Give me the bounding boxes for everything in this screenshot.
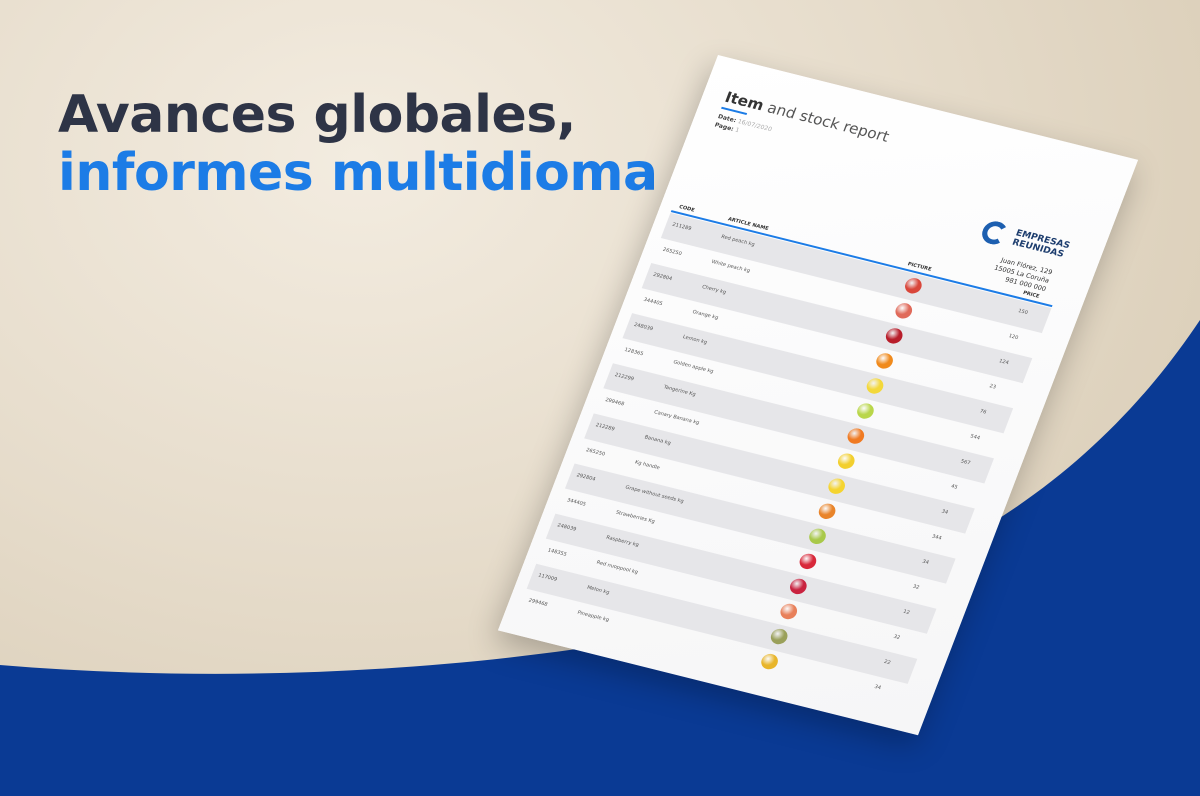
cell-code: 117009	[537, 572, 558, 583]
fruit-picture	[893, 301, 915, 321]
cell-price: 150	[1017, 308, 1029, 317]
report-meta: Date: 16/07/2020 Page: 1	[713, 112, 773, 142]
cell-price: 32	[892, 633, 901, 642]
cell-code: 128365	[623, 347, 645, 358]
fruit-picture	[787, 577, 809, 596]
cell-article: Golden apple kg	[672, 359, 715, 375]
fruit-picture	[845, 426, 867, 446]
cell-article: White peach kg	[710, 259, 751, 275]
cell-price: 45	[950, 483, 959, 491]
cell-article: Pineapple kg	[576, 609, 610, 624]
cell-article: Melon kg	[585, 584, 611, 596]
fruit-picture	[864, 376, 886, 396]
cell-article: Strawberries Kg	[614, 509, 656, 525]
cell-price: 32	[911, 583, 921, 591]
logo-icon	[978, 218, 1011, 247]
cell-code: 292804	[575, 472, 597, 483]
cell-price: 12	[902, 608, 911, 616]
cell-price: 34	[921, 558, 930, 566]
fruit-picture	[758, 652, 781, 671]
fruit-picture	[797, 552, 819, 571]
fruit-picture	[826, 476, 848, 496]
fruit-picture	[806, 526, 829, 546]
col-picture: PICTURE	[906, 261, 933, 273]
cell-code: 212299	[613, 372, 635, 383]
page-value: 1	[734, 126, 741, 135]
fruit-picture	[902, 276, 925, 296]
fruit-picture	[835, 451, 857, 471]
cell-price: 124	[998, 358, 1010, 367]
fruit-picture	[768, 627, 790, 646]
cell-code: 299468	[604, 397, 626, 408]
cell-price: 23	[988, 383, 997, 391]
cell-price: 22	[882, 658, 892, 667]
cell-article: Red peach kg	[720, 233, 756, 248]
cell-code: 299468	[527, 597, 549, 608]
cell-code: 344405	[642, 296, 664, 308]
cell-price: 34	[940, 508, 949, 516]
cell-article: Tangerine Kg	[662, 384, 697, 398]
headline: Avances globales, informes multidioma	[58, 86, 658, 202]
fruit-picture	[854, 401, 877, 421]
cell-code: 344405	[565, 497, 587, 508]
cell-code: 212289	[594, 422, 616, 433]
cell-price: 34	[873, 684, 882, 692]
headline-line-1: Avances globales,	[58, 85, 576, 145]
fruit-picture	[816, 501, 838, 521]
cell-code: 265250	[585, 447, 606, 458]
cell-article: Raspberry kg	[605, 534, 640, 549]
cell-code: 248039	[556, 522, 578, 533]
fruit-picture	[873, 351, 896, 371]
cell-article: Canary Banana kg	[653, 409, 701, 427]
cell-code: 148355	[546, 547, 568, 558]
cell-article: Red nuoppool kg	[595, 559, 639, 576]
fruit-picture	[778, 602, 800, 621]
cell-code: 265250	[661, 246, 683, 258]
cell-price: 76	[978, 408, 988, 416]
cell-article: Banana kg	[643, 434, 672, 447]
cell-price: 544	[969, 433, 981, 442]
cell-code: 248039	[632, 322, 654, 333]
headline-line-2: informes multidioma	[58, 143, 658, 203]
cell-price: 567	[959, 458, 972, 467]
cell-price: 344	[930, 533, 943, 542]
col-code: CODE	[678, 204, 696, 214]
col-price: PRICE	[1021, 290, 1041, 300]
cell-code: 211289	[671, 221, 693, 233]
fruit-picture	[883, 326, 905, 346]
cell-code: 292804	[652, 271, 673, 283]
company-logo: EMPRESAS REUNIDAS	[978, 218, 1072, 262]
cell-article: Kg handle	[633, 459, 661, 472]
cell-article: Orange kg	[691, 309, 720, 322]
cell-price: 120	[1007, 333, 1020, 342]
title-rest: and stock report	[760, 97, 892, 146]
cell-article: Lemon kg	[681, 334, 708, 346]
cell-article: Cherry kg	[701, 284, 727, 296]
